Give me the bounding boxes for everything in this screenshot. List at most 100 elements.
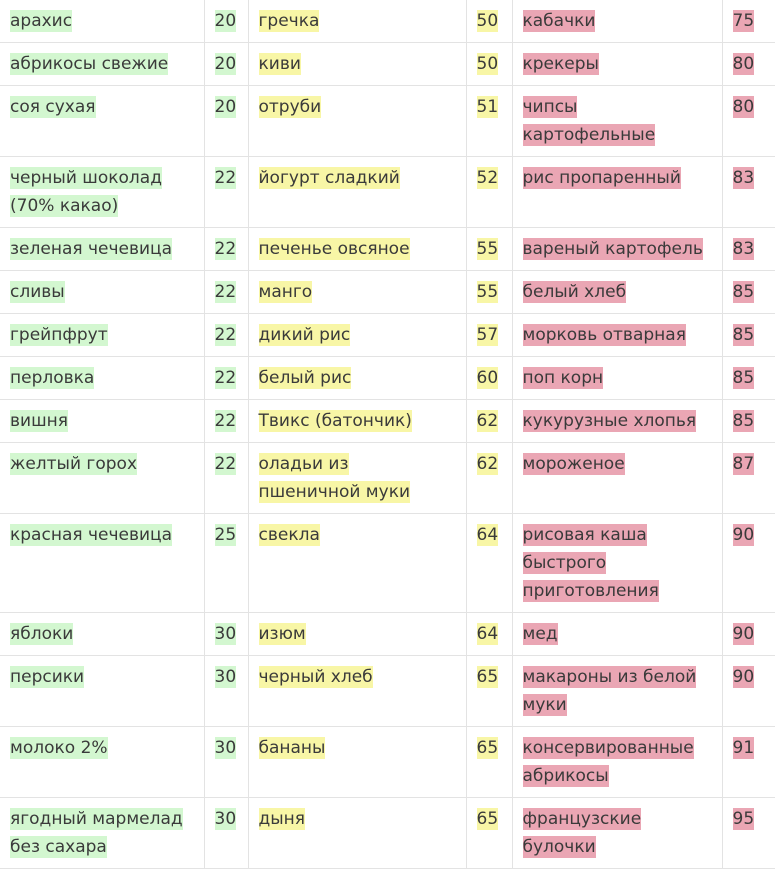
low-gi-value-cell: 25: [204, 513, 249, 613]
table-row: абрикосы свежие 20 киви 50 крекеры 80: [0, 42, 775, 86]
gi-value: 60: [476, 367, 499, 389]
gi-value: 20: [214, 96, 237, 118]
food-name: черный хлеб: [258, 666, 373, 688]
high-gi-food-cell: чипсы картофельные: [512, 85, 723, 157]
medium-gi-value-cell: 60: [466, 356, 513, 400]
medium-gi-food-cell: киви: [248, 42, 467, 86]
food-name: абрикосы свежие: [10, 53, 169, 75]
gi-value: 65: [476, 666, 499, 688]
gi-value: 85: [732, 410, 755, 432]
high-gi-food-cell: крекеры: [512, 42, 723, 86]
food-name: морковь отварная: [522, 324, 686, 346]
food-name: йогурт сладкий: [258, 167, 400, 189]
food-name: поп корн: [522, 367, 604, 389]
high-gi-food-cell: кукурузные хлопья: [512, 399, 723, 443]
food-name: манго: [258, 281, 313, 303]
gi-value: 83: [732, 238, 755, 260]
gi-value: 85: [732, 367, 755, 389]
table-row: зеленая чечевица 22 печенье овсяное 55 варен…: [0, 227, 775, 271]
low-gi-food-cell: грейпфрут: [0, 313, 205, 357]
food-name: персики: [10, 666, 85, 688]
gi-value: 25: [214, 524, 237, 546]
high-gi-food-cell: белый хлеб: [512, 270, 723, 314]
food-name: белый рис: [258, 367, 352, 389]
medium-gi-food-cell: дикий рис: [248, 313, 467, 357]
gi-value: 95: [732, 808, 755, 830]
high-gi-value-cell: 95: [722, 797, 775, 869]
food-name: красная чечевица: [10, 524, 173, 546]
food-name: ягодный мармелад без сахара: [10, 808, 183, 858]
high-gi-food-cell: поп корн: [512, 356, 723, 400]
medium-gi-food-cell: Твикс (батончик): [248, 399, 467, 443]
gi-value: 22: [214, 410, 237, 432]
medium-gi-value-cell: 55: [466, 270, 513, 314]
gi-value: 80: [732, 53, 755, 75]
low-gi-value-cell: 22: [204, 227, 249, 271]
food-name: отруби: [258, 96, 322, 118]
food-name: перловка: [10, 367, 95, 389]
medium-gi-value-cell: 64: [466, 612, 513, 656]
food-name: французские булочки: [522, 808, 642, 858]
gi-value: 20: [214, 53, 237, 75]
medium-gi-food-cell: йогурт сладкий: [248, 156, 467, 228]
low-gi-food-cell: персики: [0, 655, 205, 727]
low-gi-value-cell: 22: [204, 356, 249, 400]
gi-value: 65: [476, 808, 499, 830]
gi-value: 65: [476, 737, 499, 759]
table-row: грейпфрут 22 дикий рис 57 морковь отварная 85: [0, 313, 775, 357]
gi-value: 90: [732, 623, 755, 645]
table-row: черный шоколад (70% какао) 22 йогурт сладк…: [0, 156, 775, 228]
low-gi-food-cell: ягодный мармелад без сахара: [0, 797, 205, 869]
medium-gi-value-cell: 65: [466, 797, 513, 869]
medium-gi-food-cell: белый рис: [248, 356, 467, 400]
gi-value: 22: [214, 238, 237, 260]
high-gi-food-cell: рис пропаренный: [512, 156, 723, 228]
gi-value: 55: [476, 238, 499, 260]
food-name: Твикс (батончик): [258, 410, 412, 432]
food-name: яблоки: [10, 623, 74, 645]
high-gi-value-cell: 90: [722, 513, 775, 613]
low-gi-value-cell: 22: [204, 399, 249, 443]
food-name: сливы: [10, 281, 65, 303]
low-gi-value-cell: 20: [204, 42, 249, 86]
medium-gi-value-cell: 64: [466, 513, 513, 613]
gi-value: 22: [214, 367, 237, 389]
high-gi-food-cell: консервированные абрикосы: [512, 726, 723, 798]
medium-gi-food-cell: отруби: [248, 85, 467, 157]
low-gi-food-cell: вишня: [0, 399, 205, 443]
food-name: кукурузные хлопья: [522, 410, 697, 432]
table-row: вишня 22 Твикс (батончик) 62 кукурузные хлоп…: [0, 399, 775, 443]
low-gi-food-cell: молоко 2%: [0, 726, 205, 798]
gi-value: 52: [476, 167, 499, 189]
food-name: черный шоколад (70% какао): [10, 167, 162, 217]
gi-value: 90: [732, 666, 755, 688]
high-gi-value-cell: 80: [722, 85, 775, 157]
gi-value: 22: [214, 281, 237, 303]
medium-gi-value-cell: 51: [466, 85, 513, 157]
food-name: грейпфрут: [10, 324, 108, 346]
food-name: дикий рис: [258, 324, 351, 346]
medium-gi-value-cell: 65: [466, 726, 513, 798]
gi-value: 30: [214, 666, 237, 688]
low-gi-food-cell: сливы: [0, 270, 205, 314]
food-name: вишня: [10, 410, 68, 432]
low-gi-food-cell: абрикосы свежие: [0, 42, 205, 86]
high-gi-food-cell: макароны из белой муки: [512, 655, 723, 727]
food-name: мороженое: [522, 453, 625, 475]
food-name: свекла: [258, 524, 320, 546]
medium-gi-value-cell: 62: [466, 442, 513, 514]
low-gi-food-cell: яблоки: [0, 612, 205, 656]
gi-value: 85: [732, 281, 755, 303]
medium-gi-value-cell: 65: [466, 655, 513, 727]
gi-value: 22: [214, 453, 237, 475]
high-gi-value-cell: 85: [722, 270, 775, 314]
gi-value: 22: [214, 167, 237, 189]
low-gi-value-cell: 30: [204, 726, 249, 798]
high-gi-value-cell: 80: [722, 42, 775, 86]
food-name: чипсы картофельные: [522, 96, 656, 146]
gi-value: 64: [476, 524, 499, 546]
food-name: соя сухая: [10, 96, 96, 118]
food-name: желтый горох: [10, 453, 138, 475]
